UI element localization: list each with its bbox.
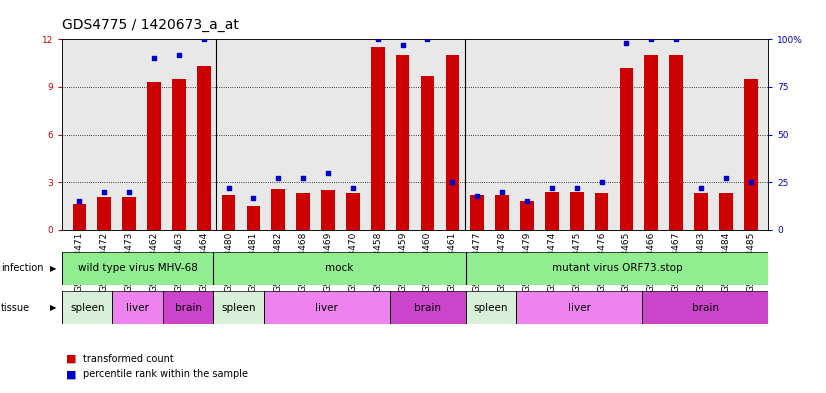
Bar <box>97 196 111 230</box>
Text: transformed count: transformed count <box>83 354 173 364</box>
Bar <box>172 79 186 230</box>
Text: ■: ■ <box>66 354 77 364</box>
Bar <box>669 55 683 230</box>
Text: tissue: tissue <box>1 303 30 312</box>
Bar <box>346 193 360 230</box>
Bar <box>545 192 558 230</box>
Text: wild type virus MHV-68: wild type virus MHV-68 <box>78 263 197 273</box>
Point <box>346 185 359 191</box>
Text: brain: brain <box>414 303 441 312</box>
Text: infection: infection <box>1 263 43 273</box>
Point <box>73 198 86 204</box>
Text: GDS4775 / 1420673_a_at: GDS4775 / 1420673_a_at <box>62 18 239 32</box>
Point <box>247 195 260 201</box>
Point <box>421 36 434 42</box>
Text: spleen: spleen <box>473 303 508 312</box>
Bar <box>570 192 583 230</box>
Bar <box>466 291 516 324</box>
Point <box>147 55 160 61</box>
Point <box>496 189 509 195</box>
Bar <box>112 291 163 324</box>
Text: ▶: ▶ <box>50 264 56 273</box>
Bar <box>396 55 410 230</box>
Bar <box>197 66 211 230</box>
Text: percentile rank within the sample: percentile rank within the sample <box>83 369 248 379</box>
Text: brain: brain <box>174 303 202 312</box>
Bar <box>297 193 310 230</box>
Text: liver: liver <box>567 303 591 312</box>
Bar <box>744 79 757 230</box>
Point <box>520 198 534 204</box>
Point <box>744 179 757 185</box>
Bar <box>390 291 466 324</box>
Bar <box>445 55 459 230</box>
Point <box>272 175 285 182</box>
Bar <box>263 291 390 324</box>
Point <box>222 185 235 191</box>
Point <box>172 51 185 58</box>
Text: liver: liver <box>316 303 338 312</box>
Point <box>645 36 658 42</box>
Bar <box>516 291 642 324</box>
Point <box>297 175 310 182</box>
Bar <box>470 195 484 230</box>
Bar <box>694 193 708 230</box>
Bar <box>62 252 213 285</box>
Bar <box>147 82 161 230</box>
Text: liver: liver <box>126 303 149 312</box>
Point <box>719 175 733 182</box>
Point <box>97 189 111 195</box>
Point <box>321 170 335 176</box>
Bar <box>122 196 136 230</box>
Bar <box>247 206 260 230</box>
Bar <box>213 252 466 285</box>
Text: brain: brain <box>691 303 719 312</box>
Bar <box>620 68 634 230</box>
Point <box>197 36 211 42</box>
Bar <box>642 291 768 324</box>
Point <box>471 193 484 199</box>
Point <box>545 185 558 191</box>
Bar <box>62 291 112 324</box>
Text: spleen: spleen <box>70 303 104 312</box>
Bar <box>321 190 335 230</box>
Text: ■: ■ <box>66 369 77 379</box>
Text: spleen: spleen <box>221 303 256 312</box>
Bar <box>520 201 534 230</box>
Text: mutant virus ORF73.stop: mutant virus ORF73.stop <box>552 263 682 273</box>
Bar <box>496 195 509 230</box>
Bar <box>272 189 285 230</box>
Bar <box>213 291 263 324</box>
Bar <box>719 193 733 230</box>
Bar <box>644 55 658 230</box>
Bar <box>595 193 609 230</box>
Point <box>396 42 409 48</box>
Bar <box>221 195 235 230</box>
Bar <box>420 76 434 230</box>
Point <box>446 179 459 185</box>
Point <box>122 189 135 195</box>
Bar <box>73 204 86 230</box>
Point <box>695 185 708 191</box>
Text: mock: mock <box>325 263 354 273</box>
Point <box>620 40 633 46</box>
Bar <box>163 291 213 324</box>
Text: ▶: ▶ <box>50 303 56 312</box>
Bar <box>371 47 385 230</box>
Bar <box>466 252 768 285</box>
Point <box>595 179 608 185</box>
Point <box>371 36 384 42</box>
Point <box>670 36 683 42</box>
Point <box>570 185 583 191</box>
